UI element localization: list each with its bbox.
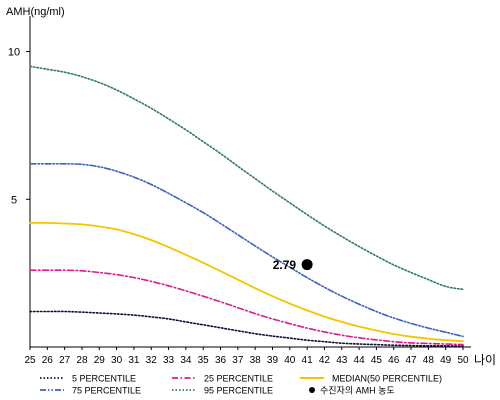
legend-label-4: 95 PERCENTILE [204,386,273,396]
legend-patient-swatch [309,387,315,393]
x-tick-label-46: 46 [388,355,400,366]
x-tick-label-26: 26 [42,355,54,366]
x-tick-label-33: 33 [163,355,175,366]
x-tick-label-50: 50 [457,355,469,366]
patient-value-label: 2.79 [273,258,297,272]
legend: 5 PERCENTILE 25 PERCENTILE MEDIAN(50 PERCE… [40,374,442,396]
legend-label-1: 25 PERCENTILE [204,374,273,384]
x-tick-label-25: 25 [24,355,36,366]
x-tick-label-32: 32 [146,355,158,366]
series-line-3 [29,162,464,338]
patient-marker: 2.79 [273,258,313,272]
series-line-2 [29,221,464,342]
x-tick-label-38: 38 [250,355,262,366]
axes: AMH(ng/ml) 5 10 25 26 27 28 29 30 31 32 33 34 35 36 37 3… [6,6,496,367]
x-axis-label: 나이 [474,353,496,367]
y-axis-label: AMH(ng/ml) [6,6,65,18]
x-tick-label-42: 42 [319,355,331,366]
x-tick-label-40: 40 [284,355,296,366]
x-tick-label-48: 48 [423,355,435,366]
x-tick-label-28: 28 [76,355,88,366]
x-tick-label-43: 43 [336,355,348,366]
series-line-1 [29,269,464,346]
series-lines [29,65,464,347]
x-tick-label-41: 41 [302,355,314,366]
x-tick-label-44: 44 [354,355,366,366]
legend-patient-label: 수진자의 AMH 농도 [320,386,395,396]
x-tick-label-49: 49 [440,355,452,366]
legend-label-0: 5 PERCENTILE [72,374,136,384]
y-tick-label-5: 5 [11,194,17,206]
x-tick-label-35: 35 [198,355,210,366]
x-tick-label-31: 31 [128,355,140,366]
x-tick-label-34: 34 [180,355,192,366]
x-tick-label-47: 47 [405,355,417,366]
x-tick-label-36: 36 [215,355,227,366]
y-tick-label-10: 10 [8,47,20,59]
legend-label-3: 75 PERCENTILE [72,386,141,396]
x-tick-label-39: 39 [267,355,279,366]
x-tick-label-27: 27 [59,355,71,366]
x-tick-label-37: 37 [232,355,244,366]
x-tick-label-29: 29 [94,355,106,366]
x-tick-label-45: 45 [371,355,383,366]
x-tick-label-30: 30 [111,355,123,366]
series-line-4 [29,65,464,291]
series-line-0 [29,310,464,347]
patient-point [301,259,313,271]
legend-label-2: MEDIAN(50 PERCENTILE) [332,374,442,384]
